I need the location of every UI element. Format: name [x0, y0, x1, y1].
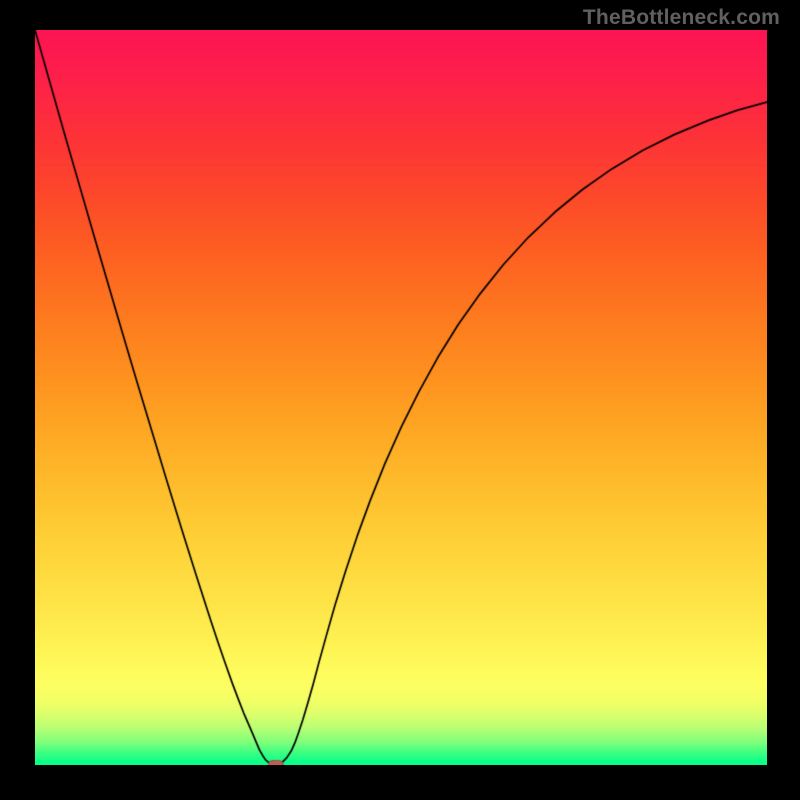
chart-figure: TheBottleneck.com: [0, 0, 800, 800]
watermark-text: TheBottleneck.com: [583, 6, 780, 30]
chart-canvas: [35, 30, 767, 765]
